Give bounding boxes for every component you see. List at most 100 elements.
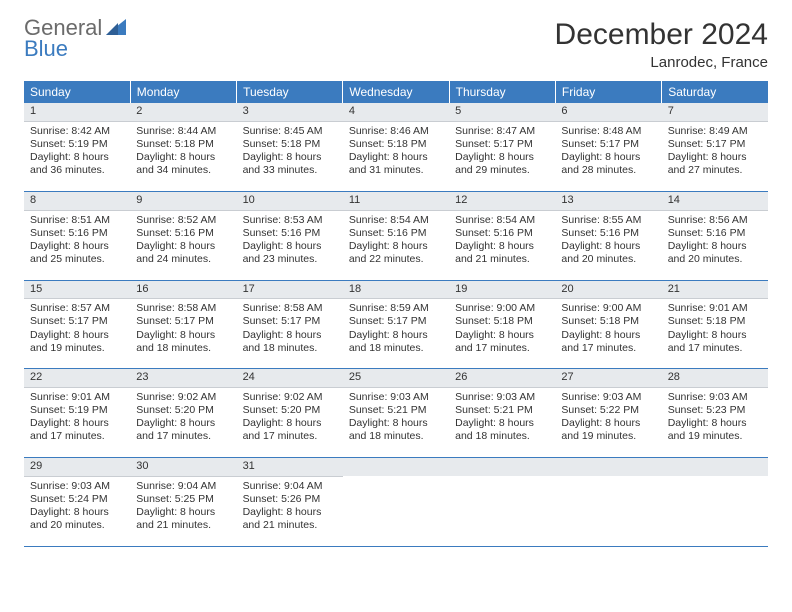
sunrise-line: Sunrise: 8:49 AM (668, 125, 762, 138)
day-number: 27 (555, 369, 661, 388)
sunrise-line: Sunrise: 8:54 AM (349, 214, 443, 227)
sunset-line: Sunset: 5:24 PM (30, 493, 124, 506)
daylight-line: Daylight: 8 hours and 22 minutes. (349, 240, 443, 266)
daylight-line: Daylight: 8 hours and 17 minutes. (455, 329, 549, 355)
calendar-page: General Blue December 2024 Lanrodec, Fra… (0, 0, 792, 565)
day-details: Sunrise: 9:01 AMSunset: 5:19 PMDaylight:… (24, 388, 130, 457)
sunrise-line: Sunrise: 9:04 AM (243, 480, 337, 493)
sunset-line: Sunset: 5:16 PM (243, 227, 337, 240)
empty-day-body (343, 476, 449, 545)
day-details: Sunrise: 8:52 AMSunset: 5:16 PMDaylight:… (130, 211, 236, 280)
sunset-line: Sunset: 5:16 PM (30, 227, 124, 240)
day-number: 28 (662, 369, 768, 388)
day-details: Sunrise: 8:44 AMSunset: 5:18 PMDaylight:… (130, 122, 236, 191)
calendar-day-cell: 29Sunrise: 9:03 AMSunset: 5:24 PMDayligh… (24, 458, 130, 547)
day-details: Sunrise: 8:53 AMSunset: 5:16 PMDaylight:… (237, 211, 343, 280)
calendar-day-cell: 15Sunrise: 8:57 AMSunset: 5:17 PMDayligh… (24, 280, 130, 369)
day-details: Sunrise: 9:03 AMSunset: 5:24 PMDaylight:… (24, 477, 130, 546)
brand-word2: Blue (24, 39, 126, 60)
day-details: Sunrise: 9:02 AMSunset: 5:20 PMDaylight:… (130, 388, 236, 457)
sunrise-line: Sunrise: 8:55 AM (561, 214, 655, 227)
daylight-line: Daylight: 8 hours and 21 minutes. (243, 506, 337, 532)
day-details: Sunrise: 8:58 AMSunset: 5:17 PMDaylight:… (237, 299, 343, 368)
sunset-line: Sunset: 5:16 PM (136, 227, 230, 240)
day-details: Sunrise: 8:51 AMSunset: 5:16 PMDaylight:… (24, 211, 130, 280)
weekday-header: Wednesday (343, 81, 449, 103)
day-details: Sunrise: 8:49 AMSunset: 5:17 PMDaylight:… (662, 122, 768, 191)
day-number: 5 (449, 103, 555, 122)
weekday-header: Thursday (449, 81, 555, 103)
day-number: 16 (130, 281, 236, 300)
day-details: Sunrise: 9:00 AMSunset: 5:18 PMDaylight:… (555, 299, 661, 368)
day-number: 12 (449, 192, 555, 211)
empty-day-body (662, 476, 768, 545)
sunset-line: Sunset: 5:16 PM (668, 227, 762, 240)
sunrise-line: Sunrise: 8:51 AM (30, 214, 124, 227)
empty-day-body (449, 476, 555, 545)
daylight-line: Daylight: 8 hours and 21 minutes. (136, 506, 230, 532)
calendar-day-cell: 11Sunrise: 8:54 AMSunset: 5:16 PMDayligh… (343, 191, 449, 280)
calendar-day-cell: 8Sunrise: 8:51 AMSunset: 5:16 PMDaylight… (24, 191, 130, 280)
sunset-line: Sunset: 5:22 PM (561, 404, 655, 417)
weekday-header: Saturday (662, 81, 768, 103)
calendar-week-row: 15Sunrise: 8:57 AMSunset: 5:17 PMDayligh… (24, 280, 768, 369)
daylight-line: Daylight: 8 hours and 19 minutes. (30, 329, 124, 355)
day-number: 15 (24, 281, 130, 300)
sunrise-line: Sunrise: 8:59 AM (349, 302, 443, 315)
day-number: 7 (662, 103, 768, 122)
day-details: Sunrise: 8:45 AMSunset: 5:18 PMDaylight:… (237, 122, 343, 191)
daylight-line: Daylight: 8 hours and 34 minutes. (136, 151, 230, 177)
calendar-day-cell: 4Sunrise: 8:46 AMSunset: 5:18 PMDaylight… (343, 103, 449, 191)
calendar-day-cell: 9Sunrise: 8:52 AMSunset: 5:16 PMDaylight… (130, 191, 236, 280)
sunrise-line: Sunrise: 9:00 AM (455, 302, 549, 315)
page-subtitle: Lanrodec, France (555, 54, 768, 71)
day-number: 8 (24, 192, 130, 211)
weekday-header: Monday (130, 81, 236, 103)
day-details: Sunrise: 9:04 AMSunset: 5:25 PMDaylight:… (130, 477, 236, 546)
sunrise-line: Sunrise: 8:58 AM (243, 302, 337, 315)
day-number: 19 (449, 281, 555, 300)
sunset-line: Sunset: 5:17 PM (243, 315, 337, 328)
empty-day-band (449, 458, 555, 476)
sunrise-line: Sunrise: 8:54 AM (455, 214, 549, 227)
daylight-line: Daylight: 8 hours and 19 minutes. (561, 417, 655, 443)
sunset-line: Sunset: 5:17 PM (668, 138, 762, 151)
day-number: 6 (555, 103, 661, 122)
calendar-day-cell: 19Sunrise: 9:00 AMSunset: 5:18 PMDayligh… (449, 280, 555, 369)
sunset-line: Sunset: 5:20 PM (136, 404, 230, 417)
day-number: 4 (343, 103, 449, 122)
sunrise-line: Sunrise: 9:00 AM (561, 302, 655, 315)
calendar-empty-cell (662, 458, 768, 547)
calendar-day-cell: 22Sunrise: 9:01 AMSunset: 5:19 PMDayligh… (24, 369, 130, 458)
calendar-empty-cell (343, 458, 449, 547)
sunrise-line: Sunrise: 9:03 AM (455, 391, 549, 404)
calendar-day-cell: 7Sunrise: 8:49 AMSunset: 5:17 PMDaylight… (662, 103, 768, 191)
sunrise-line: Sunrise: 8:58 AM (136, 302, 230, 315)
daylight-line: Daylight: 8 hours and 18 minutes. (136, 329, 230, 355)
sunset-line: Sunset: 5:16 PM (349, 227, 443, 240)
sunrise-line: Sunrise: 8:42 AM (30, 125, 124, 138)
calendar-day-cell: 20Sunrise: 9:00 AMSunset: 5:18 PMDayligh… (555, 280, 661, 369)
calendar-day-cell: 21Sunrise: 9:01 AMSunset: 5:18 PMDayligh… (662, 280, 768, 369)
daylight-line: Daylight: 8 hours and 20 minutes. (668, 240, 762, 266)
daylight-line: Daylight: 8 hours and 27 minutes. (668, 151, 762, 177)
sunset-line: Sunset: 5:21 PM (349, 404, 443, 417)
day-details: Sunrise: 9:03 AMSunset: 5:23 PMDaylight:… (662, 388, 768, 457)
daylight-line: Daylight: 8 hours and 33 minutes. (243, 151, 337, 177)
day-details: Sunrise: 8:46 AMSunset: 5:18 PMDaylight:… (343, 122, 449, 191)
calendar-day-cell: 25Sunrise: 9:03 AMSunset: 5:21 PMDayligh… (343, 369, 449, 458)
weekday-header: Sunday (24, 81, 130, 103)
sunrise-line: Sunrise: 8:47 AM (455, 125, 549, 138)
day-details: Sunrise: 8:59 AMSunset: 5:17 PMDaylight:… (343, 299, 449, 368)
title-block: December 2024 Lanrodec, France (555, 18, 768, 71)
daylight-line: Daylight: 8 hours and 17 minutes. (30, 417, 124, 443)
day-number: 1 (24, 103, 130, 122)
day-details: Sunrise: 8:47 AMSunset: 5:17 PMDaylight:… (449, 122, 555, 191)
daylight-line: Daylight: 8 hours and 29 minutes. (455, 151, 549, 177)
calendar-day-cell: 24Sunrise: 9:02 AMSunset: 5:20 PMDayligh… (237, 369, 343, 458)
calendar-day-cell: 13Sunrise: 8:55 AMSunset: 5:16 PMDayligh… (555, 191, 661, 280)
daylight-line: Daylight: 8 hours and 18 minutes. (349, 417, 443, 443)
sunrise-line: Sunrise: 8:52 AM (136, 214, 230, 227)
sunset-line: Sunset: 5:18 PM (243, 138, 337, 151)
header: General Blue December 2024 Lanrodec, Fra… (24, 18, 768, 71)
